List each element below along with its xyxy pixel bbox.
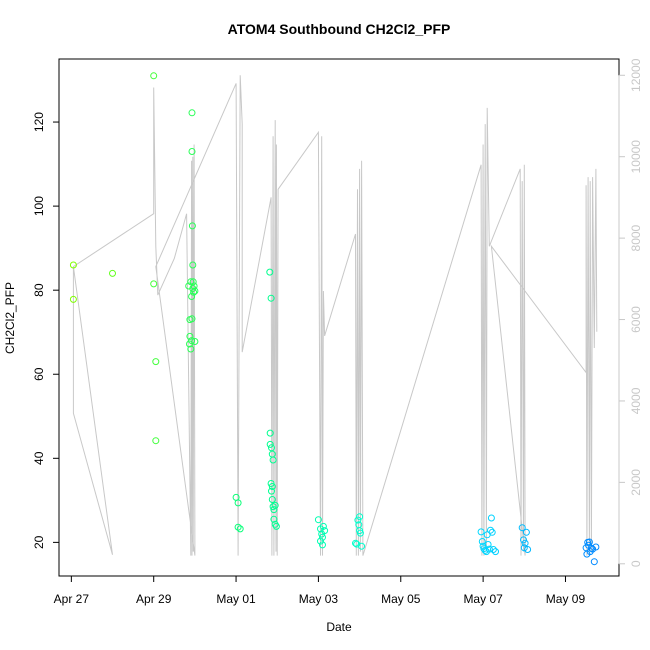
data-point [269,456,277,464]
y-tick-label: 80 [32,283,46,297]
data-point [266,440,274,448]
x-tick-label: May 05 [381,592,421,606]
secondary-series-line [72,75,598,556]
data-point [268,487,275,495]
data-point [150,280,158,288]
data-point [358,542,366,550]
data-point [487,526,494,534]
y-axis: 20 40 60 80 100 120 [32,112,60,549]
data-point [189,278,197,286]
data-point [319,541,326,549]
data-point [488,528,496,536]
x-tick-label: Apr 29 [136,592,172,606]
right-y-tick-label: 0 [629,560,643,567]
data-point [356,513,364,521]
x-tick-label: May 03 [299,592,339,606]
data-point [190,282,198,290]
data-point [267,294,275,302]
data-point [487,514,495,522]
data-point [188,222,196,230]
y-tick-label: 40 [32,451,46,465]
y-axis-label: CH2Cl2_PFP [3,282,17,354]
data-point [69,261,77,269]
data-point [314,516,322,524]
data-point [585,538,593,546]
data-point [188,337,196,345]
data-point [354,516,362,524]
y-tick-label: 20 [32,535,46,549]
data-point [485,545,493,553]
data-point [191,287,199,295]
data-point [518,524,526,532]
data-point [188,148,196,155]
data-point [478,538,486,545]
data-point [266,429,274,437]
x-tick-label: Apr 27 [54,592,90,606]
x-tick-label: May 07 [463,592,503,606]
data-point [317,537,324,545]
data-point [321,527,329,535]
data-point [521,539,529,547]
data-point [236,525,244,533]
data-point [520,544,528,552]
data-point [268,483,276,490]
data-point [152,358,160,366]
data-point [270,506,278,514]
data-point [522,528,530,536]
data-point [186,332,194,340]
scatter-points [69,72,600,566]
right-y-tick-label: 10000 [629,140,643,174]
right-y-tick-label: 8000 [629,224,643,251]
y-tick-label: 100 [32,196,46,216]
right-y-tick-label: 12000 [629,58,643,92]
data-point [356,529,364,537]
data-point [319,533,326,541]
data-point [590,558,598,566]
secondary-line-series [72,75,598,556]
data-point [69,295,77,303]
data-point [319,522,327,530]
data-point [268,496,276,503]
data-point [272,522,280,530]
right-y-tick-label: 2000 [629,469,643,496]
x-axis-label: Date [326,620,352,634]
right-y-tick-label: 4000 [629,387,643,414]
x-tick-label: May 01 [216,592,256,606]
data-point [520,536,527,544]
data-point [266,268,274,276]
data-point [592,543,600,551]
data-point [234,523,242,531]
right-y-tick-label: 6000 [629,306,643,333]
data-point [187,345,195,353]
y-tick-label: 120 [32,112,46,132]
right-y-axis: 0 2000 4000 6000 8000 10000 12000 [618,58,643,567]
data-point [191,338,199,345]
data-point [270,515,278,523]
data-point [234,499,242,507]
chart-title: ATOM4 Southbound CH2Cl2_PFP [228,21,451,37]
data-point [189,261,197,269]
x-tick-label: May 09 [546,592,586,606]
data-point [188,293,196,300]
data-point [152,437,160,445]
data-point [492,548,499,556]
data-point [109,269,116,277]
data-point [150,72,158,80]
data-point [481,546,489,554]
data-point [187,278,195,286]
data-point [271,501,279,509]
data-point [489,546,497,553]
x-axis: Apr 27 Apr 29 May 01 May 03 May 05 May 07 May … [54,575,586,606]
data-point [352,539,359,547]
data-point [587,544,595,552]
data-point [484,541,492,548]
data-point [188,109,196,117]
data-point [477,528,485,536]
data-point [524,546,532,553]
y-tick-label: 60 [32,367,46,381]
data-point [188,315,196,323]
